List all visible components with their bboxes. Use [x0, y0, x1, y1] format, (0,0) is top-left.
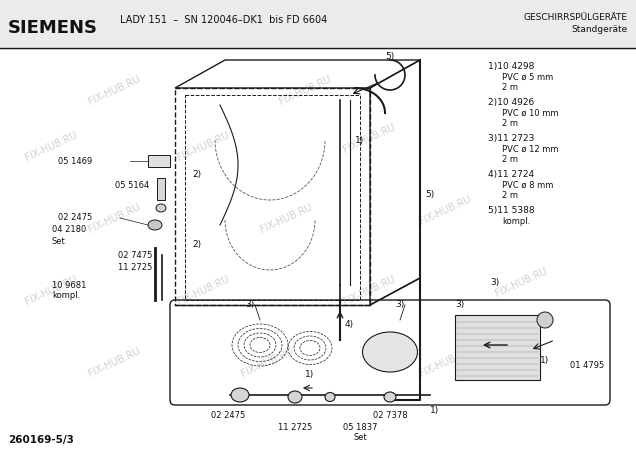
Text: FIX-HUB.RU: FIX-HUB.RU [87, 202, 142, 234]
Text: 1): 1) [355, 135, 364, 144]
Ellipse shape [156, 204, 166, 212]
Text: FIX-HUB.RU: FIX-HUB.RU [418, 194, 473, 226]
Text: FIX-HUB.RU: FIX-HUB.RU [176, 274, 231, 306]
Text: kompl.: kompl. [52, 292, 80, 301]
Text: FIX-HUB.RU: FIX-HUB.RU [418, 346, 473, 378]
Text: GESCHIRRSPÜLGERÄTE: GESCHIRRSPÜLGERÄTE [524, 14, 628, 22]
Text: PVC ø 10 mm: PVC ø 10 mm [502, 109, 558, 118]
Text: 11 2725: 11 2725 [118, 264, 152, 273]
Text: kompl.: kompl. [502, 217, 530, 226]
Text: 02 2475: 02 2475 [58, 213, 92, 222]
Text: FIX-HUB.RU: FIX-HUB.RU [494, 266, 549, 298]
Text: Set: Set [353, 432, 367, 441]
Text: LADY 151  –  SN 120046–DK1  bis FD 6604: LADY 151 – SN 120046–DK1 bis FD 6604 [120, 15, 328, 25]
Text: 05 5164: 05 5164 [115, 180, 149, 189]
Text: 3): 3) [490, 278, 499, 287]
Text: 01 4795: 01 4795 [570, 360, 604, 369]
Text: 2 m: 2 m [502, 155, 518, 164]
Text: 10 9681: 10 9681 [52, 280, 86, 289]
Text: 2): 2) [192, 171, 201, 180]
Bar [455, 315, 540, 380]
Text: 2 m: 2 m [502, 83, 518, 92]
Text: SIEMENS: SIEMENS [8, 19, 98, 37]
Text: FIX-HUB.RU: FIX-HUB.RU [176, 130, 231, 162]
Text: 3)11 2723: 3)11 2723 [488, 134, 534, 143]
Text: FIX-HUB.RU: FIX-HUB.RU [278, 73, 333, 107]
Ellipse shape [148, 220, 162, 230]
Text: FIX-HUB.RU: FIX-HUB.RU [342, 122, 396, 154]
Text: Standgeräte: Standgeräte [572, 26, 628, 35]
Text: 11 2725: 11 2725 [278, 423, 312, 432]
Text: PVC ø 8 mm: PVC ø 8 mm [502, 181, 553, 190]
Ellipse shape [325, 392, 335, 401]
Text: 1): 1) [540, 356, 550, 364]
Bar [157, 178, 165, 200]
Text: Set: Set [52, 237, 66, 246]
Ellipse shape [384, 392, 396, 402]
Bar [148, 155, 170, 167]
Text: 1): 1) [430, 405, 439, 414]
Text: FIX-HUB.RU: FIX-HUB.RU [240, 346, 294, 378]
Text: 2): 2) [192, 240, 201, 249]
Ellipse shape [231, 388, 249, 402]
Text: 02 2475: 02 2475 [211, 410, 245, 419]
Text: 02 7475: 02 7475 [118, 251, 153, 260]
Bar [0, 0, 636, 50]
Bar [0, 50, 636, 450]
Text: 1): 1) [305, 370, 315, 379]
Text: 05 1469: 05 1469 [58, 158, 92, 166]
Text: 2 m: 2 m [502, 191, 518, 200]
Text: 2 m: 2 m [502, 119, 518, 128]
Bar [175, 88, 370, 305]
Text: 4)11 2724: 4)11 2724 [488, 170, 534, 179]
Ellipse shape [288, 391, 302, 403]
Text: 3): 3) [395, 301, 404, 310]
Text: FIX-HUB.RU: FIX-HUB.RU [24, 130, 78, 162]
Text: 05 1837: 05 1837 [343, 423, 377, 432]
Text: FIX-HUB.RU: FIX-HUB.RU [259, 202, 314, 234]
Ellipse shape [363, 332, 417, 372]
Circle shape [537, 312, 553, 328]
Text: 3): 3) [245, 301, 254, 310]
Text: 02 7378: 02 7378 [373, 410, 407, 419]
Text: 2)10 4926: 2)10 4926 [488, 98, 534, 107]
Text: FIX-HUB.RU: FIX-HUB.RU [87, 346, 142, 378]
Text: 5): 5) [385, 51, 394, 60]
Text: PVC ø 5 mm: PVC ø 5 mm [502, 73, 553, 82]
Text: FIX-HUB.RU: FIX-HUB.RU [87, 73, 142, 107]
Text: 1)10 4298: 1)10 4298 [488, 62, 534, 71]
Text: 260169-5/3: 260169-5/3 [8, 435, 74, 445]
Text: 04 2180: 04 2180 [52, 225, 86, 234]
Text: 5)11 5388: 5)11 5388 [488, 206, 535, 215]
Text: 3): 3) [455, 301, 464, 310]
Text: FIX-HUB.RU: FIX-HUB.RU [24, 274, 78, 306]
Text: FIX-HUB.RU: FIX-HUB.RU [342, 274, 396, 306]
Text: 5): 5) [425, 190, 434, 199]
Bar [185, 95, 360, 300]
Text: 4): 4) [345, 320, 354, 329]
Text: PVC ø 12 mm: PVC ø 12 mm [502, 145, 558, 154]
